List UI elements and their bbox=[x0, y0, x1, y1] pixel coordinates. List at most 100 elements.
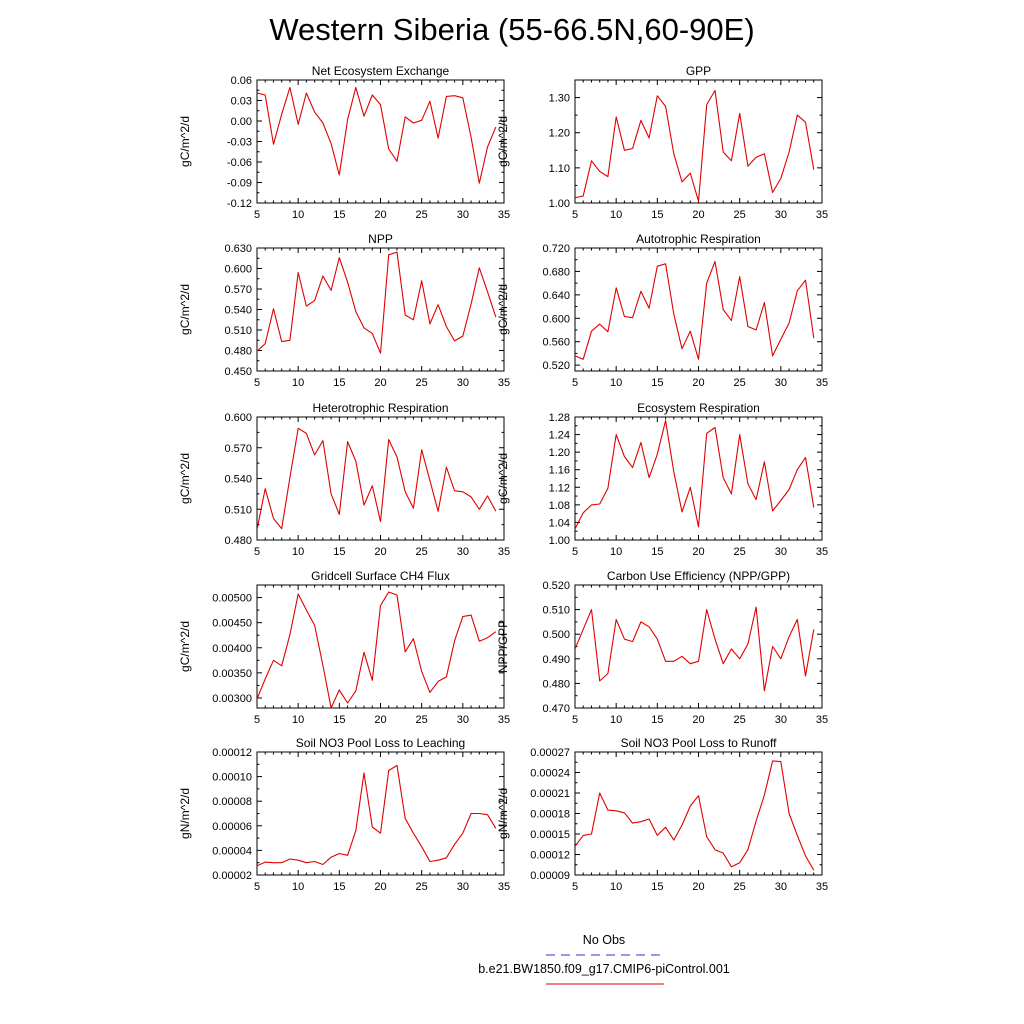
chart-heterotrophic-respiration-ytick-label: 0.540 bbox=[224, 474, 252, 486]
chart-gridcell-surface-ch4-flux-ytick-label: 0.00350 bbox=[212, 668, 252, 680]
chart-ecosystem-respiration-ytick-label: 1.20 bbox=[549, 447, 570, 459]
chart-npp-ytick-label: 0.600 bbox=[224, 264, 252, 276]
chart-ecosystem-respiration-ytick-label: 1.16 bbox=[549, 465, 570, 477]
chart-gpp: GPP gC/m^2/d 5 10 15 20 25 30 35 1.00 1.10 1.20 1.30 bbox=[496, 64, 828, 221]
chart-autotrophic-respiration-xtick-label: 25 bbox=[734, 377, 746, 389]
chart-carbon-use-efficiency-npp-gpp-xtick-label: 10 bbox=[610, 714, 622, 726]
chart-autotrophic-respiration-xtick-label: 15 bbox=[651, 377, 663, 389]
chart-autotrophic-respiration-series-line bbox=[575, 260, 815, 360]
chart-carbon-use-efficiency-npp-gpp-ytick-label: 0.500 bbox=[542, 629, 570, 641]
chart-gpp-xtick-label: 30 bbox=[775, 209, 787, 221]
chart-ecosystem-respiration-xtick-label: 20 bbox=[692, 546, 704, 558]
chart-gpp-ytick-label: 1.10 bbox=[549, 163, 570, 175]
chart-soil-no3-pool-loss-to-runoff-ylabel: gN/m^2/d bbox=[496, 788, 510, 839]
chart-gridcell-surface-ch4-flux-ytick-label: 0.00400 bbox=[212, 643, 252, 655]
chart-npp-xtick-label: 15 bbox=[333, 377, 345, 389]
chart-autotrophic-respiration-title: Autotrophic Respiration bbox=[636, 232, 761, 246]
chart-net-ecosystem-exchange-series-line bbox=[257, 86, 497, 184]
chart-npp-xtick-label: 5 bbox=[254, 377, 260, 389]
chart-soil-no3-pool-loss-to-runoff-ytick-label: 0.00009 bbox=[530, 870, 570, 882]
chart-carbon-use-efficiency-npp-gpp-ytick-label: 0.520 bbox=[542, 580, 570, 592]
chart-heterotrophic-respiration-xtick-label: 30 bbox=[457, 546, 469, 558]
chart-ecosystem-respiration-ytick-label: 1.12 bbox=[549, 482, 570, 494]
chart-gridcell-surface-ch4-flux-xtick-label: 15 bbox=[333, 714, 345, 726]
chart-npp-title: NPP bbox=[368, 232, 393, 246]
chart-ecosystem-respiration-xtick-label: 5 bbox=[572, 546, 578, 558]
chart-gpp-frame bbox=[574, 79, 823, 204]
chart-ecosystem-respiration-ytick-label: 1.04 bbox=[549, 517, 570, 529]
chart-ecosystem-respiration-series-line bbox=[575, 419, 815, 530]
chart-soil-no3-pool-loss-to-runoff-xtick-label: 5 bbox=[572, 881, 578, 893]
chart-gpp-ylabel: gC/m^2/d bbox=[496, 116, 510, 167]
chart-gridcell-surface-ch4-flux-xtick-label: 5 bbox=[254, 714, 260, 726]
chart-autotrophic-respiration-xtick-label: 30 bbox=[775, 377, 787, 389]
chart-net-ecosystem-exchange-ytick-label: 0.00 bbox=[231, 116, 252, 128]
chart-carbon-use-efficiency-npp-gpp-xtick-label: 15 bbox=[651, 714, 663, 726]
chart-soil-no3-pool-loss-to-leaching-ytick-label: 0.00002 bbox=[212, 870, 252, 882]
chart-carbon-use-efficiency-npp-gpp-xtick-label: 20 bbox=[692, 714, 704, 726]
chart-gpp-xtick-label: 35 bbox=[816, 209, 828, 221]
chart-autotrophic-respiration-ytick-label: 0.600 bbox=[542, 313, 570, 325]
chart-npp: NPP gC/m^2/d 5 10 15 20 25 30 35 0.450 0.480 0.510 0… bbox=[178, 232, 510, 389]
chart-soil-no3-pool-loss-to-leaching-xtick-label: 10 bbox=[292, 881, 304, 893]
chart-soil-no3-pool-loss-to-runoff-ytick-label: 0.00021 bbox=[530, 788, 570, 800]
chart-gridcell-surface-ch4-flux-xtick-label: 35 bbox=[498, 714, 510, 726]
chart-net-ecosystem-exchange-ylabel: gC/m^2/d bbox=[178, 116, 192, 167]
chart-gridcell-surface-ch4-flux-xtick-label: 10 bbox=[292, 714, 304, 726]
chart-heterotrophic-respiration-xtick-label: 35 bbox=[498, 546, 510, 558]
chart-heterotrophic-respiration-xtick-label: 15 bbox=[333, 546, 345, 558]
chart-heterotrophic-respiration-ylabel: gC/m^2/d bbox=[178, 453, 192, 504]
legend-label-model: b.e21.BW1850.f09_g17.CMIP6-piControl.001 bbox=[478, 962, 730, 976]
chart-soil-no3-pool-loss-to-runoff-frame bbox=[574, 751, 823, 876]
chart-net-ecosystem-exchange-xtick-label: 5 bbox=[254, 209, 260, 221]
chart-ecosystem-respiration-ytick-label: 1.08 bbox=[549, 500, 570, 512]
chart-gridcell-surface-ch4-flux-ytick-label: 0.00500 bbox=[212, 593, 252, 605]
chart-gridcell-surface-ch4-flux-frame bbox=[256, 584, 505, 709]
chart-autotrophic-respiration-ytick-label: 0.720 bbox=[542, 243, 570, 255]
chart-autotrophic-respiration: Autotrophic Respiration gC/m^2/d 5 10 15 20 25… bbox=[496, 232, 828, 389]
chart-net-ecosystem-exchange-ytick-label: -0.06 bbox=[227, 157, 252, 169]
chart-npp-ytick-label: 0.570 bbox=[224, 284, 252, 296]
chart-heterotrophic-respiration-xtick-label: 5 bbox=[254, 546, 260, 558]
chart-net-ecosystem-exchange-xtick-label: 15 bbox=[333, 209, 345, 221]
figure-title: Western Siberia (55-66.5N,60-90E) bbox=[269, 12, 755, 47]
chart-net-ecosystem-exchange-title: Net Ecosystem Exchange bbox=[312, 64, 450, 78]
chart-autotrophic-respiration-ytick-label: 0.680 bbox=[542, 266, 570, 278]
chart-soil-no3-pool-loss-to-leaching-ytick-label: 0.00006 bbox=[212, 821, 252, 833]
chart-ecosystem-respiration-title: Ecosystem Respiration bbox=[637, 401, 760, 415]
chart-gridcell-surface-ch4-flux-ytick-label: 0.00300 bbox=[212, 693, 252, 705]
chart-gridcell-surface-ch4-flux-ylabel: gC/m^2/d bbox=[178, 621, 192, 672]
chart-gridcell-surface-ch4-flux: Gridcell Surface CH4 Flux gC/m^2/d 5 10 15 20… bbox=[178, 569, 510, 726]
chart-npp-xtick-label: 25 bbox=[416, 377, 428, 389]
chart-carbon-use-efficiency-npp-gpp-xtick-label: 30 bbox=[775, 714, 787, 726]
chart-gpp-title: GPP bbox=[686, 64, 711, 78]
chart-autotrophic-respiration-xtick-label: 35 bbox=[816, 377, 828, 389]
chart-heterotrophic-respiration-ytick-label: 0.570 bbox=[224, 443, 252, 455]
chart-soil-no3-pool-loss-to-leaching-xtick-label: 5 bbox=[254, 881, 260, 893]
chart-autotrophic-respiration-xtick-label: 20 bbox=[692, 377, 704, 389]
chart-net-ecosystem-exchange-ytick-label: 0.06 bbox=[231, 75, 252, 87]
chart-npp-ytick-label: 0.450 bbox=[224, 366, 252, 378]
chart-soil-no3-pool-loss-to-leaching-ylabel: gN/m^2/d bbox=[178, 788, 192, 839]
chart-npp-ytick-label: 0.540 bbox=[224, 305, 252, 317]
chart-net-ecosystem-exchange-ytick-label: -0.12 bbox=[227, 198, 252, 210]
chart-soil-no3-pool-loss-to-leaching-ytick-label: 0.00004 bbox=[212, 845, 252, 857]
chart-heterotrophic-respiration-xtick-label: 10 bbox=[292, 546, 304, 558]
chart-ecosystem-respiration-ytick-label: 1.24 bbox=[549, 430, 570, 442]
chart-net-ecosystem-exchange-ytick-label: 0.03 bbox=[231, 96, 252, 108]
chart-heterotrophic-respiration-ytick-label: 0.600 bbox=[224, 412, 252, 424]
chart-soil-no3-pool-loss-to-runoff-ytick-label: 0.00027 bbox=[530, 747, 570, 759]
chart-soil-no3-pool-loss-to-runoff-ytick-label: 0.00024 bbox=[530, 768, 570, 780]
chart-carbon-use-efficiency-npp-gpp-series-line bbox=[575, 606, 815, 692]
chart-ecosystem-respiration-ytick-label: 1.28 bbox=[549, 412, 570, 424]
chart-net-ecosystem-exchange-ytick-label: -0.09 bbox=[227, 178, 252, 190]
chart-npp-ylabel: gC/m^2/d bbox=[178, 284, 192, 335]
chart-soil-no3-pool-loss-to-runoff-ytick-label: 0.00012 bbox=[530, 850, 570, 862]
chart-soil-no3-pool-loss-to-runoff-xtick-label: 30 bbox=[775, 881, 787, 893]
chart-soil-no3-pool-loss-to-leaching-xtick-label: 35 bbox=[498, 881, 510, 893]
chart-carbon-use-efficiency-npp-gpp-ytick-label: 0.470 bbox=[542, 703, 570, 715]
chart-carbon-use-efficiency-npp-gpp-title: Carbon Use Efficiency (NPP/GPP) bbox=[607, 569, 790, 583]
chart-net-ecosystem-exchange-xtick-label: 35 bbox=[498, 209, 510, 221]
chart-soil-no3-pool-loss-to-runoff-xtick-label: 10 bbox=[610, 881, 622, 893]
